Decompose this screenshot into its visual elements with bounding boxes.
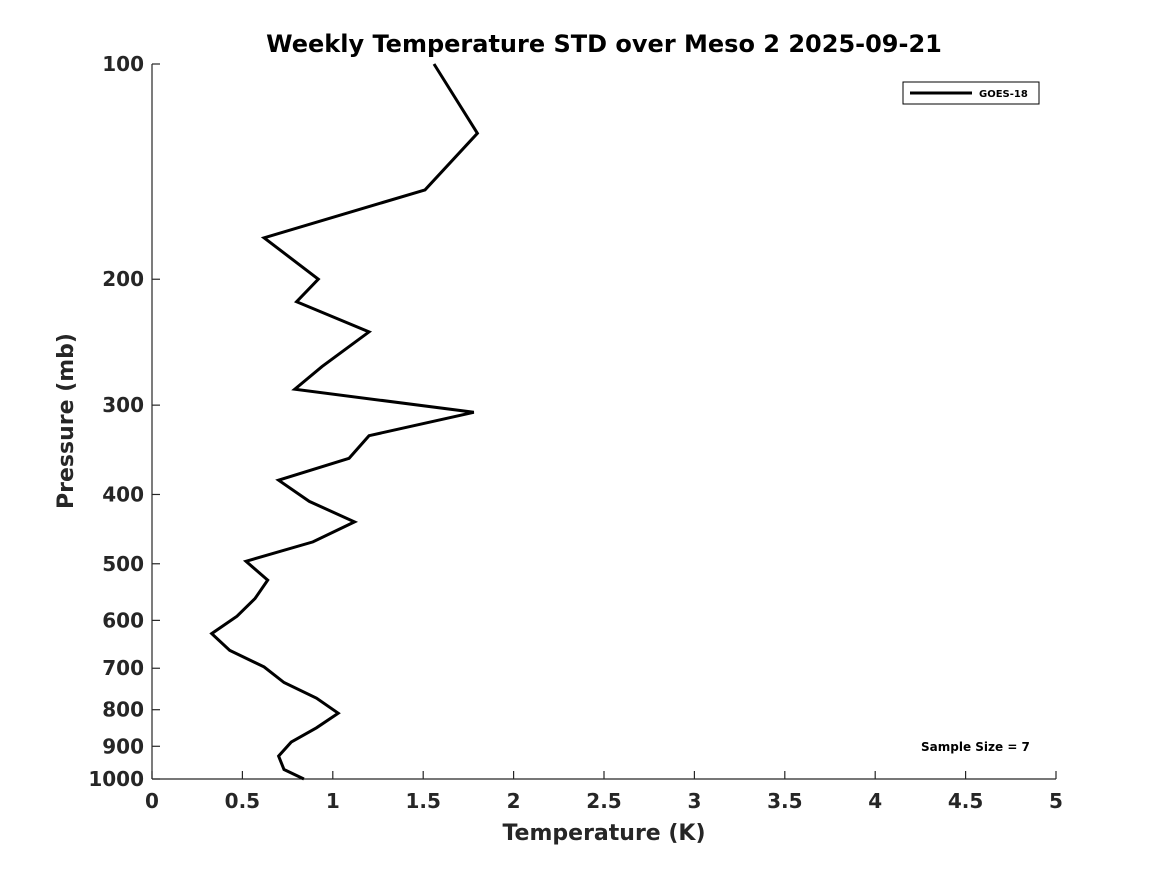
x-tick-label: 2 [507,789,521,813]
y-axis-label: Pressure (mb) [54,333,79,509]
x-tick-label: 3 [687,789,701,813]
sample-size-annotation: Sample Size = 7 [921,740,1030,754]
y-tick-label: 100 [102,52,144,76]
series-layer [209,63,480,781]
x-tick-label: 2.5 [586,789,621,813]
y-tick-label: 500 [102,552,144,576]
series-line-goes-18 [209,63,480,781]
legend: GOES-18 [902,81,1040,105]
y-tick-label: 1000 [88,767,144,791]
x-tick-label: 3.5 [767,789,802,813]
x-tick-label: 1.5 [405,789,440,813]
y-tick-label: 900 [102,734,144,758]
y-tick-label: 400 [102,482,144,506]
y-tick-label: 300 [102,393,144,417]
x-tick-label: 0.5 [225,789,260,813]
y-ticks: 100 200 300 400 500 600 700 800 900 1000 [88,52,160,791]
y-tick-label: 800 [102,698,144,722]
chart-title: Weekly Temperature STD over Meso 2 2025-… [266,30,942,58]
legend-label-goes-18: GOES-18 [979,89,1028,100]
x-axis-label: Temperature (K) [502,821,705,846]
y-tick-label: 200 [102,267,144,291]
y-tick-label: 700 [102,656,144,680]
y-tick-label: 600 [102,608,144,632]
x-tick-label: 4.5 [948,789,983,813]
x-tick-label: 5 [1049,789,1063,813]
x-ticks: 0 0.5 1 1.5 2 2.5 3 3.5 4 4.5 5 [145,771,1063,813]
x-tick-label: 1 [326,789,340,813]
x-tick-label: 4 [868,789,882,813]
x-tick-label: 0 [145,789,159,813]
